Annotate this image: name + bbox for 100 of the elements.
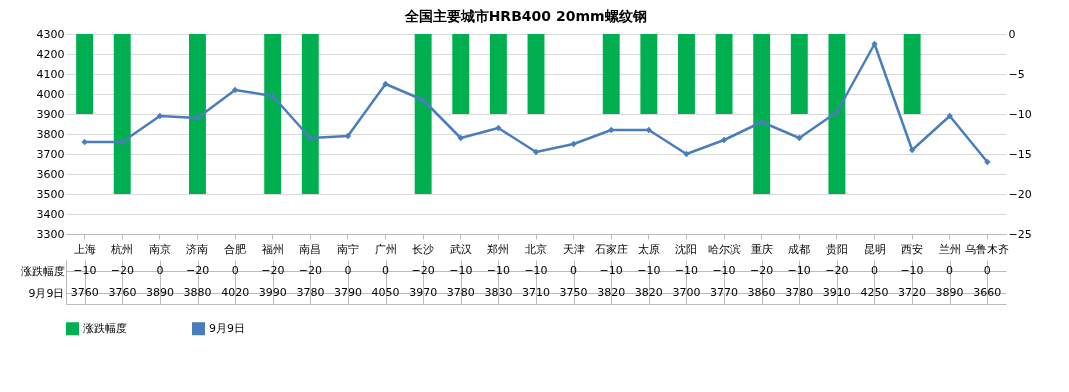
data-label: 3820 bbox=[597, 286, 626, 299]
data-label: 3820 bbox=[634, 286, 663, 299]
x-tick-label: 合肥 bbox=[224, 242, 247, 256]
point bbox=[908, 146, 916, 154]
data-label: −10 bbox=[73, 264, 97, 277]
data-label: 0 bbox=[870, 264, 878, 277]
point bbox=[307, 134, 314, 142]
data-label: 3720 bbox=[898, 286, 926, 299]
data-label: −10 bbox=[599, 264, 623, 277]
data-label: −20 bbox=[261, 264, 285, 277]
data-label: 0 bbox=[156, 264, 164, 277]
data-label: −10 bbox=[524, 264, 548, 277]
x-tick-label: 济南 bbox=[186, 242, 209, 256]
x-tick-label: 石家庄 bbox=[594, 242, 628, 256]
point bbox=[419, 96, 427, 104]
point bbox=[194, 114, 201, 122]
point bbox=[683, 150, 690, 158]
x-tick-label: 北京 bbox=[525, 242, 547, 256]
point bbox=[231, 86, 239, 94]
data-label: 3790 bbox=[334, 286, 362, 299]
x-tick-label: 重庆 bbox=[750, 242, 773, 256]
data-label: −20 bbox=[110, 264, 135, 277]
data-label: 3880 bbox=[183, 286, 212, 299]
x-tick-label: 贵阳 bbox=[825, 242, 848, 256]
data-label: 3890 bbox=[935, 286, 964, 299]
point bbox=[532, 148, 540, 156]
point bbox=[570, 140, 577, 148]
data-label: −20 bbox=[298, 264, 323, 277]
data-label: 0 bbox=[946, 264, 954, 277]
data-label: −10 bbox=[712, 264, 736, 277]
data-label: 3830 bbox=[484, 286, 513, 299]
data-label: −10 bbox=[900, 264, 924, 277]
y-tick-label: 3500 bbox=[36, 187, 65, 201]
data-label: 3890 bbox=[146, 286, 174, 299]
x-tick-label: 南宁 bbox=[336, 242, 359, 256]
data-label: −20 bbox=[411, 264, 435, 277]
point bbox=[382, 80, 389, 88]
text: 涨跌幅度 bbox=[20, 264, 65, 278]
data-label: 4050 bbox=[371, 286, 400, 299]
x-tick-label: 武汉 bbox=[449, 242, 472, 256]
data-label: 0 bbox=[382, 264, 390, 277]
data-label: 3660 bbox=[973, 286, 1002, 299]
point bbox=[946, 112, 953, 120]
point bbox=[119, 138, 126, 146]
data-label: 3780 bbox=[446, 286, 475, 299]
chart-title: 全国主要城市HRB400 20mm螺纹钢 bbox=[403, 8, 647, 24]
y2-tick-label: −15 bbox=[1008, 147, 1032, 161]
y-tick-label: 3300 bbox=[36, 227, 65, 241]
y2-tick-label: −10 bbox=[1008, 107, 1032, 121]
x-tick-label: 南昌 bbox=[299, 242, 322, 256]
x-tick-label: 长沙 bbox=[412, 242, 435, 256]
y-tick-label: 3700 bbox=[36, 147, 65, 161]
y2-tick-label: −5 bbox=[1008, 67, 1025, 81]
data-label: −10 bbox=[787, 264, 811, 277]
y-tick-label: 4000 bbox=[36, 87, 65, 101]
point bbox=[608, 126, 615, 134]
point bbox=[495, 124, 502, 132]
x-tick-label: 杭州 bbox=[110, 242, 134, 256]
y-tick-label: 4100 bbox=[36, 67, 65, 81]
x-tick-label: 太原 bbox=[637, 242, 660, 256]
data-label: 4020 bbox=[221, 286, 250, 299]
x-tick-label: 西安 bbox=[901, 242, 924, 256]
data-label: 0 bbox=[570, 264, 578, 277]
y2-tick-label: −25 bbox=[1008, 227, 1032, 241]
y2-tick-label: −20 bbox=[1008, 187, 1032, 201]
data-label: 0 bbox=[983, 264, 991, 277]
data-label: 3780 bbox=[296, 286, 325, 299]
x-tick-label: 兰州 bbox=[938, 242, 961, 256]
x-tick-label: 成都 bbox=[788, 242, 811, 256]
data-label: 3910 bbox=[822, 286, 851, 299]
x-tick-label: 南京 bbox=[148, 242, 171, 256]
data-label: 3990 bbox=[258, 286, 287, 299]
data-label: 3970 bbox=[409, 286, 438, 299]
legend-label: 9月9日 bbox=[209, 321, 245, 335]
x-tick-label: 广州 bbox=[374, 242, 397, 256]
x-tick-label: 哈尔滨 bbox=[707, 242, 741, 256]
point bbox=[269, 92, 276, 100]
x-tick-label: 乌鲁木齐 bbox=[965, 242, 1010, 256]
point bbox=[720, 136, 728, 144]
x-tick-label: 天津 bbox=[562, 242, 585, 256]
y-tick-label: 3800 bbox=[36, 127, 65, 141]
data-label: −20 bbox=[825, 264, 849, 277]
point bbox=[984, 158, 991, 166]
data-label: 3700 bbox=[672, 286, 701, 299]
data-label: 3750 bbox=[559, 286, 588, 299]
y-tick-label: 3600 bbox=[36, 167, 65, 181]
data-label: −10 bbox=[449, 264, 473, 277]
point bbox=[758, 118, 765, 126]
data-label: 3780 bbox=[785, 286, 814, 299]
text: 9月9日 bbox=[28, 286, 65, 300]
y-tick-label: 4300 bbox=[36, 27, 65, 41]
y-tick-label: 3900 bbox=[36, 107, 65, 121]
data-label: −10 bbox=[637, 264, 661, 277]
point bbox=[796, 134, 803, 142]
legend-label: 涨跌幅度 bbox=[83, 321, 127, 335]
x-tick-label: 福州 bbox=[261, 242, 284, 256]
point bbox=[81, 138, 88, 146]
x-tick-label: 郑州 bbox=[487, 242, 510, 256]
data-label: 3860 bbox=[747, 286, 776, 299]
y2-tick-label: 0 bbox=[1008, 27, 1016, 41]
